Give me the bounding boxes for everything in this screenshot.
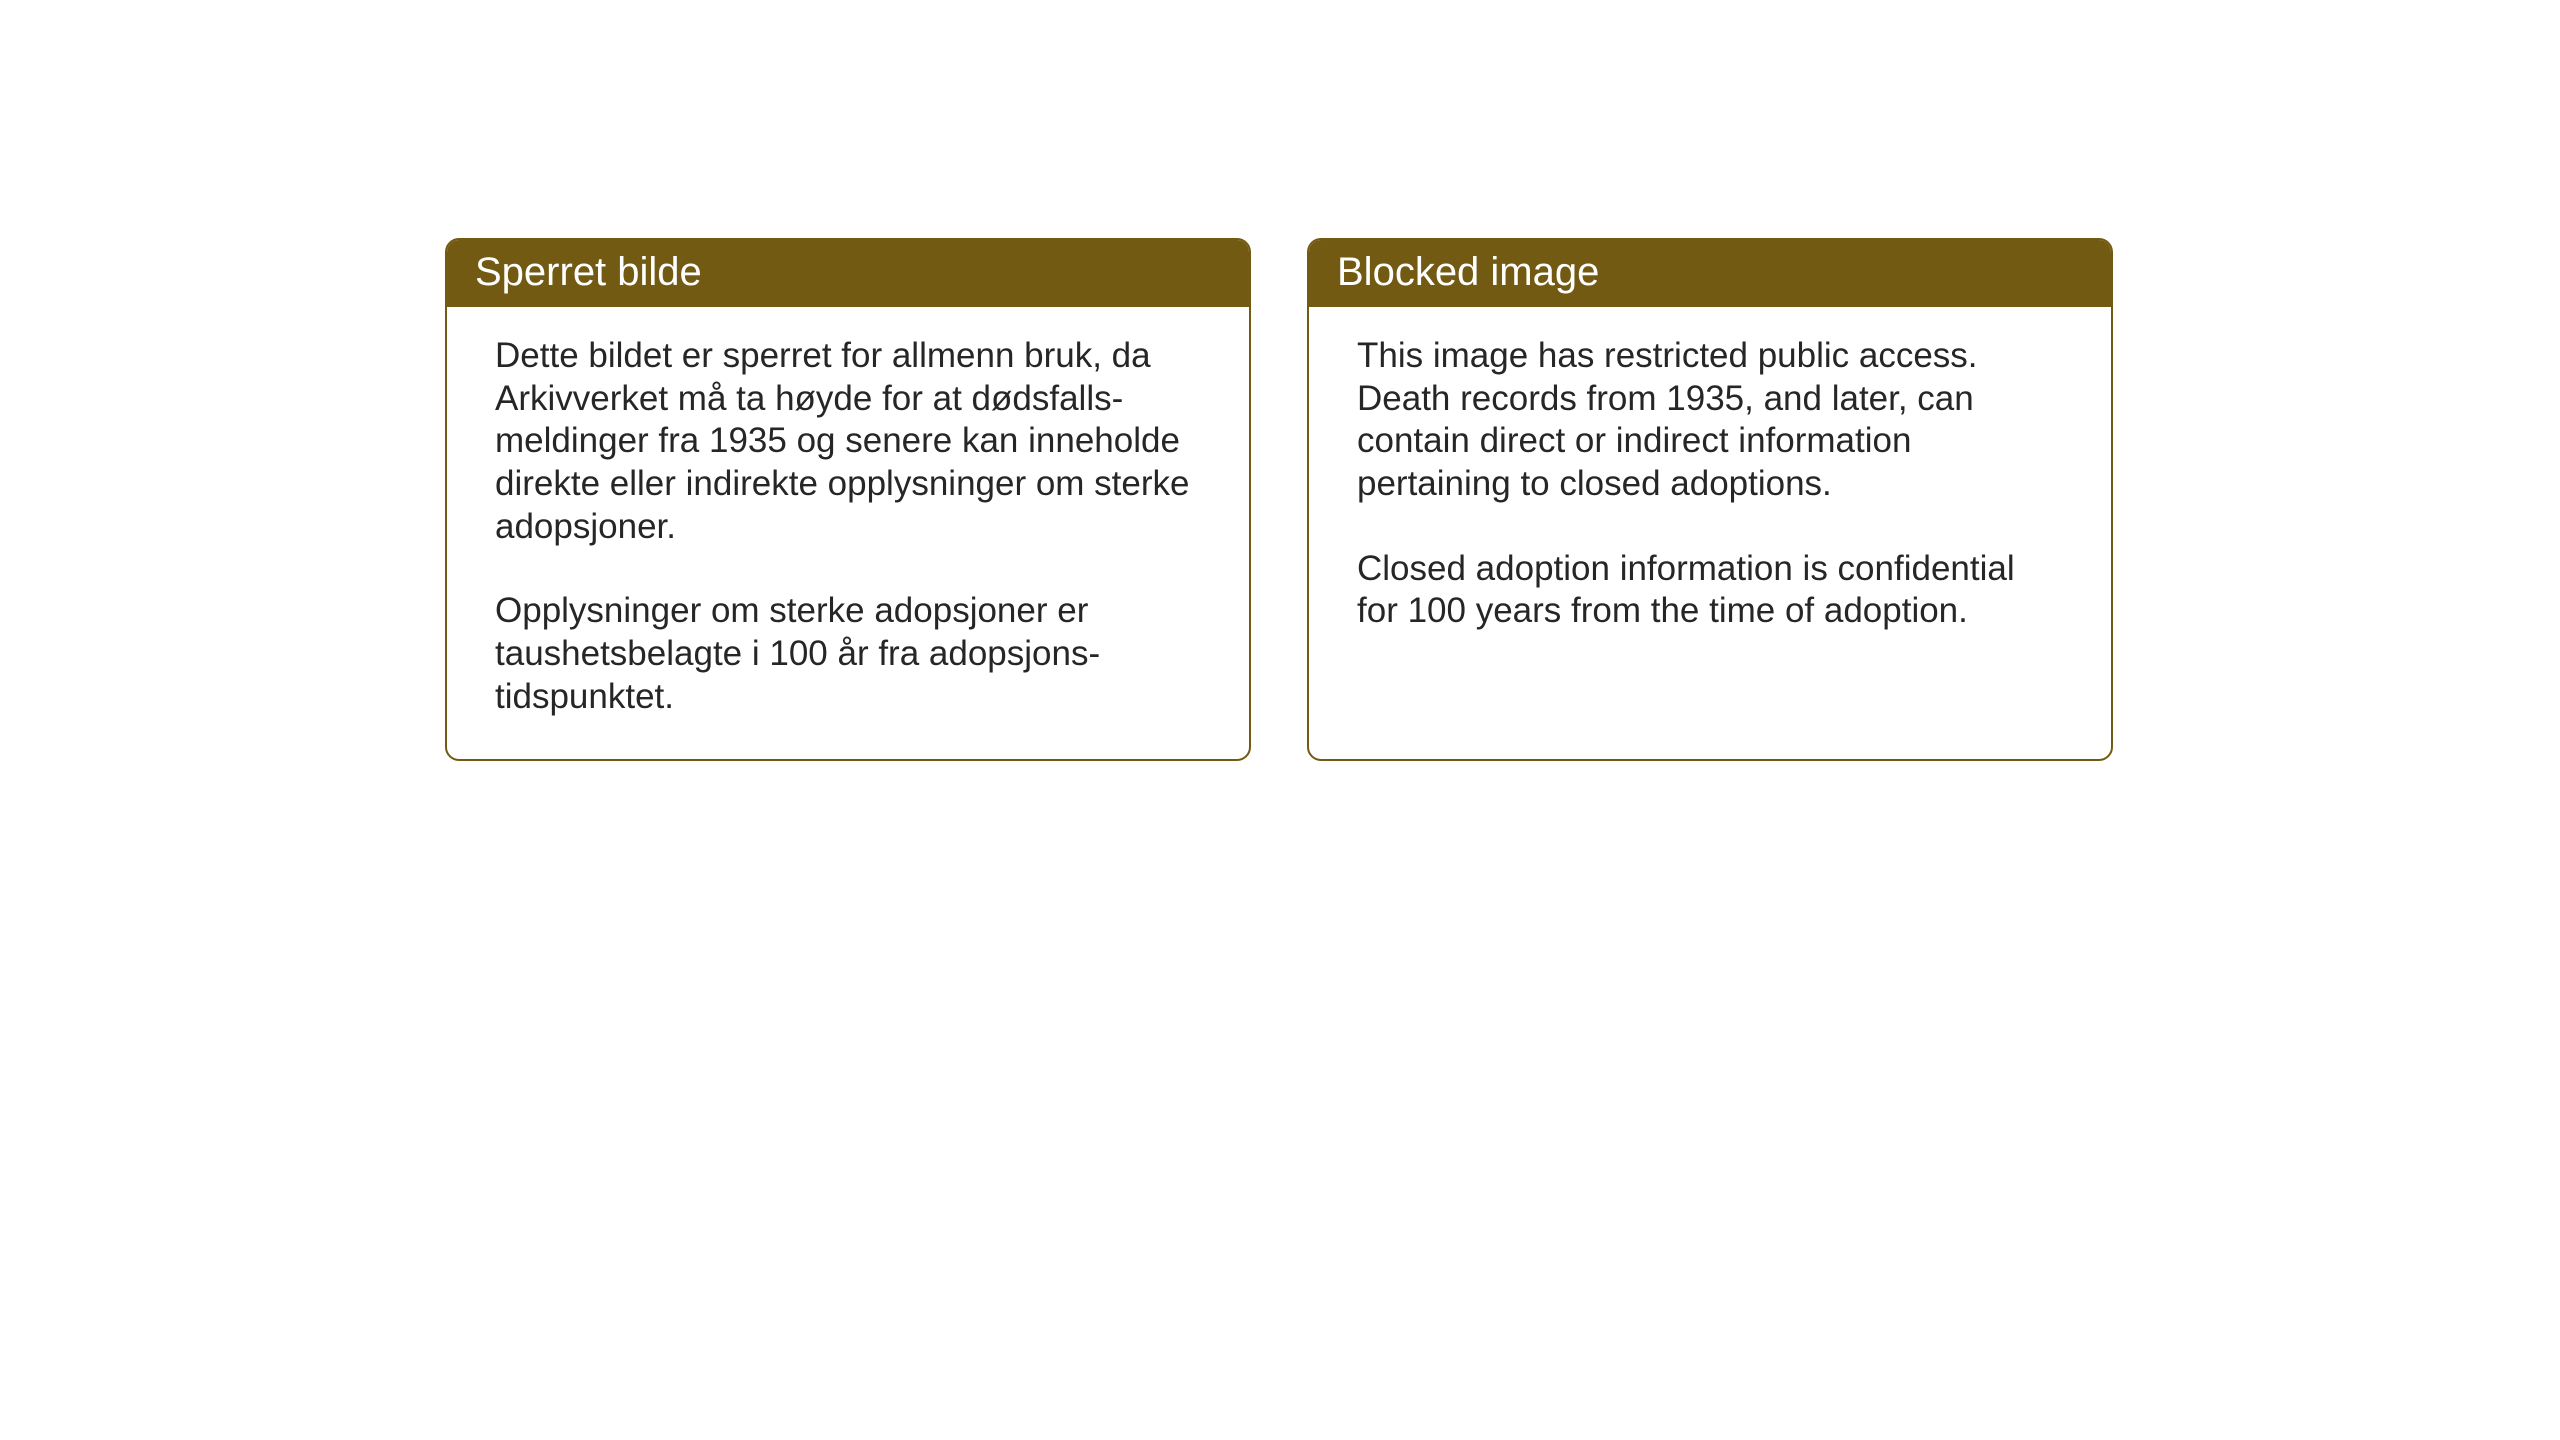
notice-paragraph-1-english: This image has restricted public access.… bbox=[1357, 335, 2063, 506]
notice-body-norwegian: Dette bildet er sperret for allmenn bruk… bbox=[447, 307, 1249, 759]
notice-box-english: Blocked image This image has restricted … bbox=[1307, 238, 2113, 761]
notice-container: Sperret bilde Dette bildet er sperret fo… bbox=[445, 238, 2113, 761]
notice-paragraph-2-english: Closed adoption information is confident… bbox=[1357, 548, 2063, 633]
notice-body-english: This image has restricted public access.… bbox=[1309, 307, 2111, 673]
notice-paragraph-1-norwegian: Dette bildet er sperret for allmenn bruk… bbox=[495, 335, 1201, 548]
notice-header-norwegian: Sperret bilde bbox=[447, 240, 1249, 307]
notice-header-english: Blocked image bbox=[1309, 240, 2111, 307]
notice-title-english: Blocked image bbox=[1337, 250, 1599, 294]
notice-paragraph-2-norwegian: Opplysninger om sterke adopsjoner er tau… bbox=[495, 590, 1201, 718]
notice-title-norwegian: Sperret bilde bbox=[475, 250, 702, 294]
notice-box-norwegian: Sperret bilde Dette bildet er sperret fo… bbox=[445, 238, 1251, 761]
